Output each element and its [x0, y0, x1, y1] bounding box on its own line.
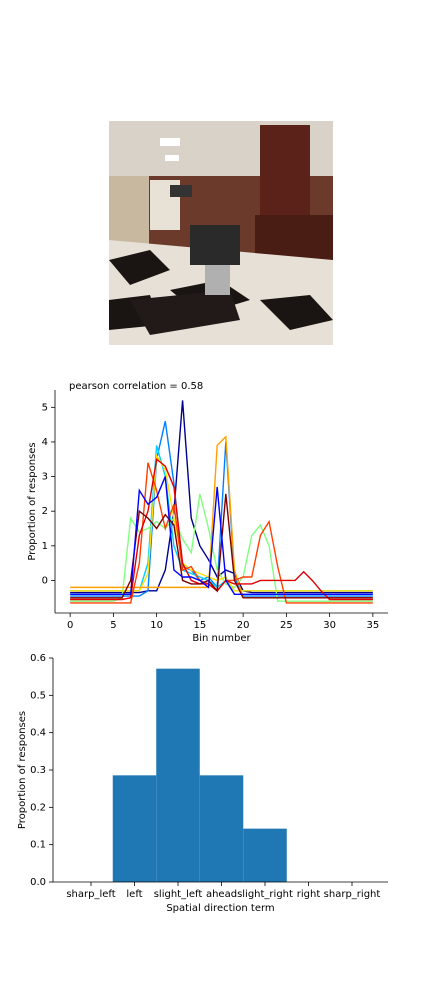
x-tick-label: ahead — [206, 889, 237, 900]
y-tick-label: 0.1 — [30, 840, 46, 851]
y-tick-label: 5 — [42, 402, 48, 413]
x-tick-label: 20 — [237, 620, 250, 631]
x-tick-label: left — [126, 889, 142, 900]
y-tick-label: 0.0 — [30, 877, 46, 888]
line-series — [70, 493, 373, 599]
y-tick-label: 4 — [42, 437, 48, 448]
x-tick-label: 35 — [366, 620, 379, 631]
line-series — [70, 457, 373, 601]
y-tick-label: 0 — [42, 575, 48, 586]
bar — [199, 775, 244, 882]
line-series — [70, 421, 373, 597]
y-tick-label: 0.5 — [30, 690, 46, 701]
photo — [109, 121, 333, 345]
y-tick-label: 0.4 — [30, 728, 46, 739]
x-tick-label: 10 — [150, 620, 163, 631]
y-axis-label: Proportion of responses — [27, 442, 38, 560]
x-axis-label: Bin number — [192, 633, 251, 644]
bar — [112, 775, 157, 882]
y-tick-label: 3 — [42, 472, 48, 483]
x-tick-label: 5 — [110, 620, 116, 631]
line-series — [70, 400, 373, 594]
line-series — [70, 476, 373, 596]
x-tick-label: slight_left — [154, 889, 203, 900]
x-tick-label: 15 — [194, 620, 207, 631]
bar — [243, 828, 287, 882]
y-tick-label: 2 — [42, 506, 48, 517]
y-tick-label: 0.3 — [30, 765, 46, 776]
x-tick-label: 25 — [280, 620, 293, 631]
y-tick-label: 1 — [42, 541, 48, 552]
line-series — [70, 453, 373, 592]
x-tick-label: 30 — [323, 620, 336, 631]
y-tick-label: 0.2 — [30, 802, 46, 813]
x-tick-label: slight_right — [237, 889, 293, 900]
x-tick-label: right — [297, 889, 321, 900]
x-axis-label: Spatial direction term — [166, 903, 274, 914]
bar — [156, 668, 200, 882]
y-tick-label: 0.6 — [30, 653, 46, 664]
x-tick-label: sharp_right — [324, 889, 381, 900]
x-tick-label: sharp_left — [66, 889, 115, 900]
x-tick-label: 0 — [67, 620, 73, 631]
y-axis-label: Proportion of responses — [17, 711, 28, 829]
chart-title: pearson correlation = 0.58 — [69, 381, 203, 392]
